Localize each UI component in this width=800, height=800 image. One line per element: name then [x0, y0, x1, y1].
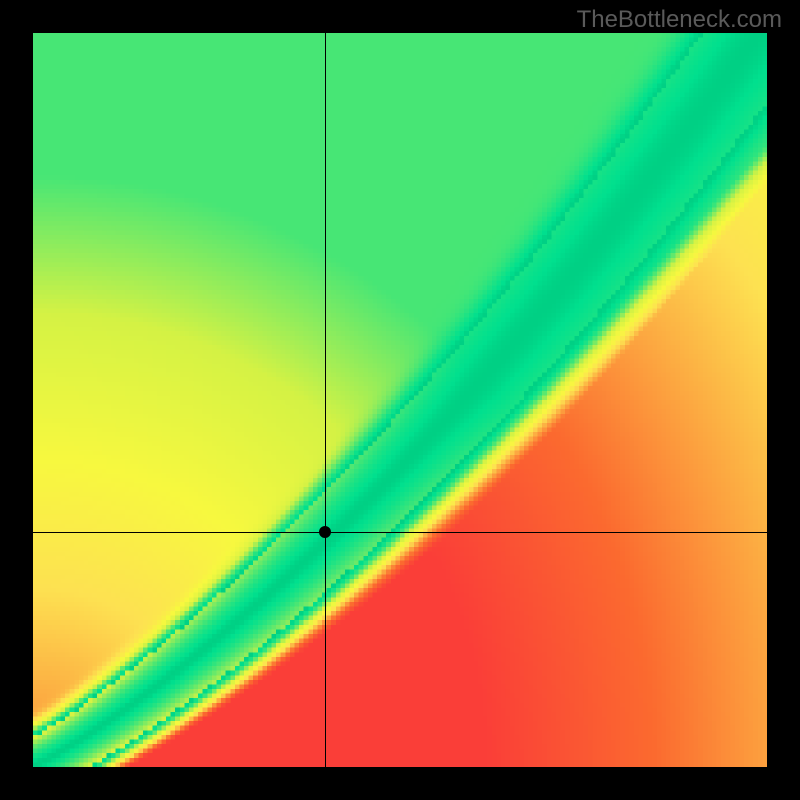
heatmap-plot — [33, 33, 767, 767]
data-point-marker — [319, 526, 331, 538]
crosshair-vertical — [325, 33, 326, 767]
watermark-text: TheBottleneck.com — [577, 6, 782, 34]
heatmap-canvas — [33, 33, 767, 767]
crosshair-horizontal — [33, 532, 767, 533]
